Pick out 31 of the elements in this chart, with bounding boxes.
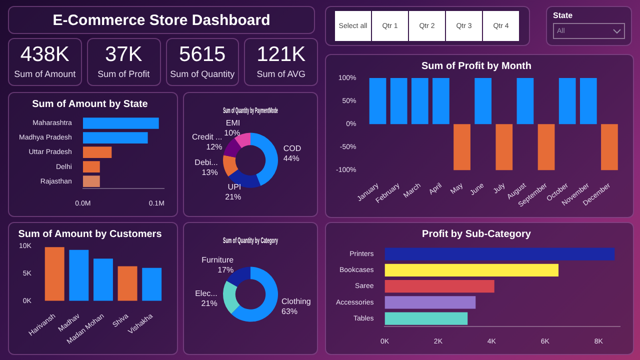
- text: Sum of AVG: [256, 68, 307, 81]
- chart-title: Sum of Quantity by PaymentMode: [223, 106, 278, 116]
- text: 121K: [256, 43, 307, 67]
- slice-label: COD: [283, 144, 302, 154]
- text: Sum of Quantity: [169, 68, 236, 81]
- slice-label: Elec...: [195, 289, 218, 298]
- data-label: 21%: [225, 192, 242, 202]
- slice-label: Debi...: [194, 158, 218, 167]
- data-label: 63%: [282, 307, 298, 316]
- slice-label: Clothing: [282, 297, 311, 306]
- slice-label: EMI: [226, 118, 240, 128]
- text: Sum of Profit: [96, 68, 151, 81]
- data-label: 17%: [218, 266, 234, 275]
- slice-label: UPI: [228, 182, 242, 192]
- text: E-Commerce Store Dashboard: [52, 12, 270, 28]
- chart-title: Sum of Amount by State: [32, 98, 148, 110]
- chart-title: Sum of Profit by Month: [422, 60, 532, 72]
- data-label: 13%: [202, 168, 218, 177]
- text: State: [553, 11, 574, 20]
- chart-title: Sum of Amount by Customers: [18, 228, 162, 240]
- data-label: 21%: [201, 299, 218, 308]
- text: 438K: [19, 43, 70, 67]
- chart-title: Profit by Sub-Category: [422, 228, 532, 240]
- data-label: 12%: [206, 142, 222, 152]
- slice-label: Credit ...: [192, 132, 222, 142]
- data-label: 44%: [283, 154, 300, 164]
- text: 5615: [178, 43, 227, 67]
- text: 37K: [104, 43, 144, 67]
- slice-label: Furniture: [202, 256, 234, 265]
- data-label: 10%: [224, 128, 240, 138]
- text: Sum of Amount: [13, 68, 77, 81]
